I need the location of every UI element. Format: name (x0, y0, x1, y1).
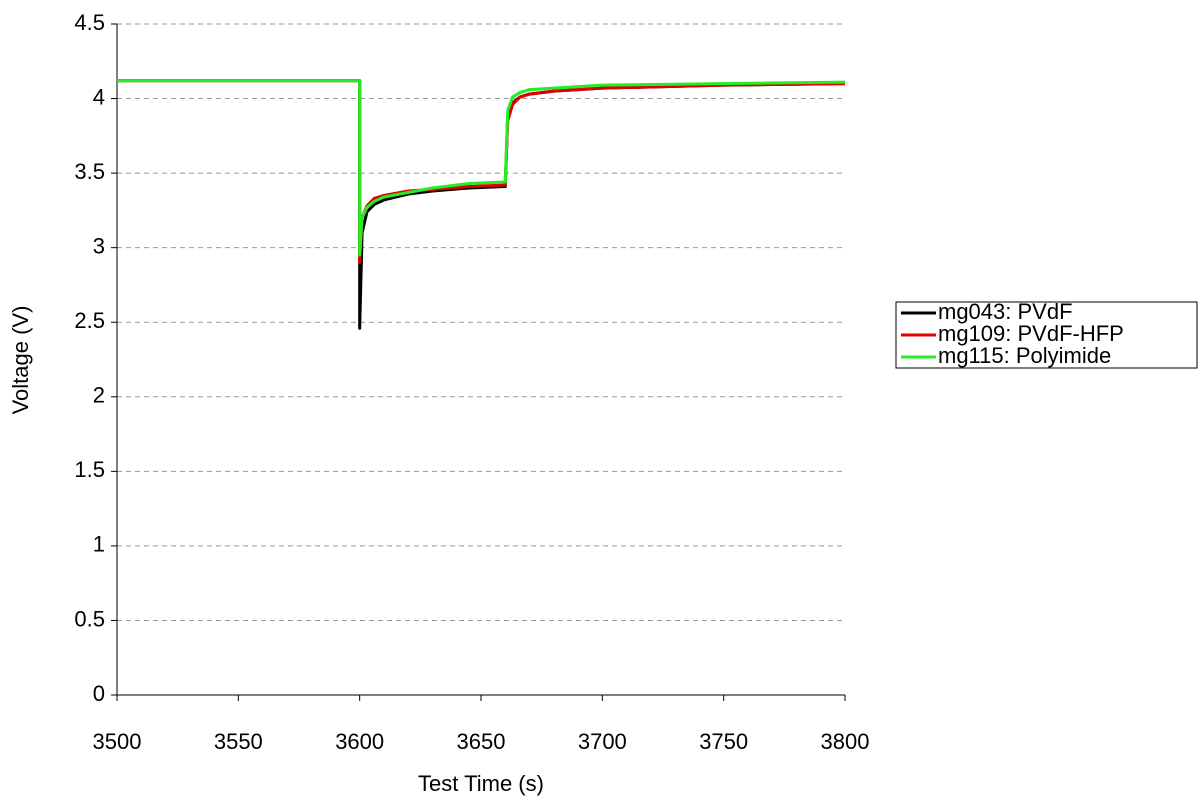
y-tick-label: 3.5 (74, 159, 105, 184)
y-tick-label: 3 (93, 233, 105, 258)
y-tick-label: 1.5 (74, 457, 105, 482)
x-tick-label: 3700 (578, 729, 627, 754)
y-tick-label: 2.5 (74, 308, 105, 333)
y-tick-label: 4.5 (74, 10, 105, 35)
x-tick-label: 3650 (457, 729, 506, 754)
series-line (117, 79, 846, 257)
y-tick-label: 2 (93, 383, 105, 408)
x-axis-label: Test Time (s) (418, 771, 544, 796)
x-tick-label: 3500 (93, 729, 142, 754)
series-line (117, 79, 846, 265)
legend-box (895, 301, 1198, 369)
x-tick-label: 3600 (335, 729, 384, 754)
y-tick-label: 0 (93, 681, 105, 706)
legend-label: mg115: Polyimide (938, 343, 1111, 368)
legend-label: mg043: PVdF (938, 299, 1073, 324)
series-line (117, 79, 846, 330)
legend-label: mg109: PVdF-HFP (938, 321, 1124, 346)
y-tick-label: 1 (93, 532, 105, 557)
y-tick-label: 4 (93, 84, 105, 109)
y-tick-label: 0.5 (74, 606, 105, 631)
x-tick-label: 3750 (699, 729, 748, 754)
x-tick-label: 3800 (821, 729, 870, 754)
y-axis-label: Voltage (V) (8, 306, 33, 415)
x-tick-label: 3550 (214, 729, 263, 754)
